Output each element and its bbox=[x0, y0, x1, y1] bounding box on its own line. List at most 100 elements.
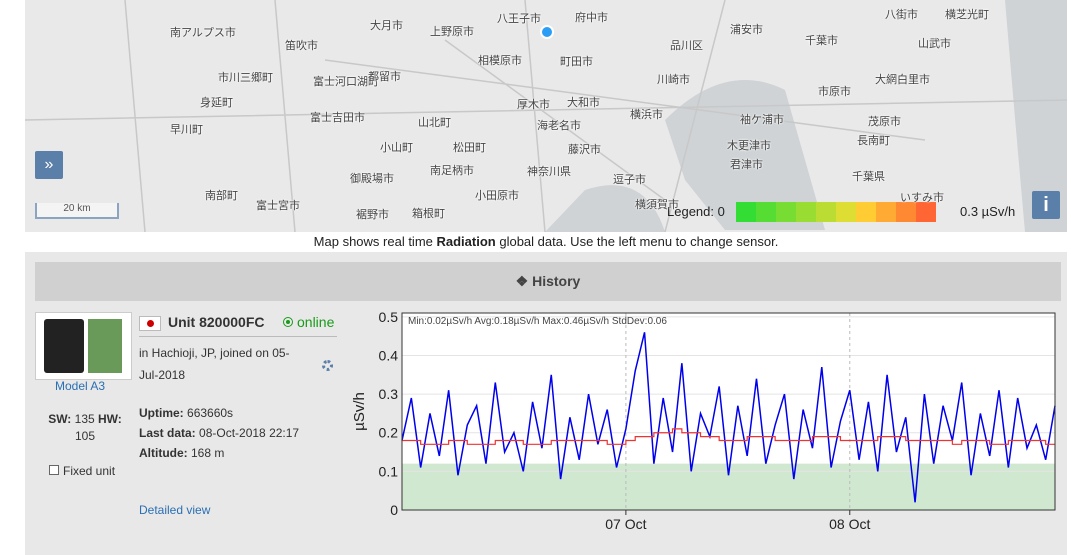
legend-swatch bbox=[816, 202, 836, 222]
map-label: 笛吹市 bbox=[285, 40, 318, 52]
map-label: 町田市 bbox=[560, 56, 593, 68]
series-line bbox=[402, 428, 1055, 445]
map-label: 小田原市 bbox=[475, 190, 519, 202]
unit-name: Unit 820000FC bbox=[168, 314, 265, 330]
uptime: 663660s bbox=[187, 406, 234, 420]
map-label: 厚木市 bbox=[517, 99, 550, 111]
history-header[interactable]: ❖ History bbox=[35, 262, 1061, 301]
map: » 20 km Legend: 0 0.3 µSv/h i 南アルプス市 大月市上… bbox=[25, 0, 1067, 232]
map-label: 富士河口湖町 bbox=[313, 76, 379, 88]
expand-button[interactable]: » bbox=[35, 151, 63, 179]
legend-scale bbox=[736, 202, 936, 222]
last-data: 08-Oct-2018 22:17 bbox=[199, 426, 300, 440]
map-background bbox=[25, 0, 1067, 232]
model-link[interactable]: Model A3 bbox=[55, 379, 106, 393]
device-photo bbox=[35, 312, 132, 380]
caption-text: Map shows real time bbox=[313, 234, 437, 249]
map-label: 身延町 bbox=[200, 97, 233, 109]
map-label: 君津市 bbox=[730, 159, 763, 171]
hw-value: 105 bbox=[74, 429, 96, 443]
status: online bbox=[283, 314, 334, 330]
map-label: 大和市 bbox=[567, 97, 600, 109]
map-label: 山北町 bbox=[418, 117, 451, 129]
map-label: 神奈川県 bbox=[527, 166, 571, 178]
map-label: 逗子市 bbox=[613, 174, 646, 186]
map-label: 府中市 bbox=[575, 12, 608, 24]
map-label: 都留市 bbox=[368, 71, 401, 83]
caption-text: global data. Use the left menu to change… bbox=[495, 234, 779, 249]
map-label: 山武市 bbox=[918, 38, 951, 50]
map-label: 南アルプス市 bbox=[170, 27, 236, 39]
legend-swatch bbox=[916, 202, 936, 222]
map-label: 浦安市 bbox=[730, 24, 763, 36]
sw-value: 135 bbox=[74, 412, 95, 426]
series-line bbox=[401, 332, 1056, 503]
status-text: online bbox=[297, 314, 335, 330]
map-label: 上野原市 bbox=[430, 26, 474, 38]
x-tick-label: 07 Oct bbox=[605, 516, 646, 532]
map-label: 小山町 bbox=[380, 142, 413, 154]
legend-swatch bbox=[736, 202, 756, 222]
map-label: 大網白里市 bbox=[875, 74, 930, 86]
legend-label: Legend: 0 bbox=[667, 204, 725, 219]
scale-bar: 20 km bbox=[35, 203, 119, 219]
map-label: 横浜市 bbox=[630, 109, 663, 121]
map-label: 八王子市 bbox=[497, 13, 541, 25]
map-label: 木更津市 bbox=[727, 140, 771, 152]
fixed-unit[interactable]: Fixed unit bbox=[49, 464, 115, 478]
map-label: 富士吉田市 bbox=[310, 112, 365, 124]
detailed-link[interactable]: Detailed view bbox=[139, 503, 211, 517]
map-label: 大月市 bbox=[370, 20, 403, 32]
altitude: 168 m bbox=[191, 446, 225, 460]
legend-swatch bbox=[856, 202, 876, 222]
sw-label: SW: bbox=[48, 412, 72, 426]
map-label: 千葉市 bbox=[805, 35, 838, 47]
y-tick-label: 0.4 bbox=[379, 347, 399, 363]
map-label: 横芝光町 bbox=[945, 9, 989, 21]
legend-swatch bbox=[756, 202, 776, 222]
map-label: 横須賀市 bbox=[635, 199, 679, 211]
map-label: 南部町 bbox=[205, 190, 238, 202]
map-label: 藤沢市 bbox=[568, 144, 601, 156]
legend-max: 0.3 µSv/h bbox=[960, 204, 1016, 219]
map-label: 早川町 bbox=[170, 124, 203, 136]
y-tick-label: 0.3 bbox=[379, 386, 399, 402]
map-label: 八街市 bbox=[885, 9, 918, 21]
settings-icon[interactable] bbox=[322, 360, 333, 371]
versions: SW: 135 HW: 105 bbox=[43, 411, 127, 445]
legend-swatch bbox=[776, 202, 796, 222]
y-axis-label: µSv/h bbox=[351, 392, 368, 431]
legend-swatch bbox=[836, 202, 856, 222]
fixed-label: Fixed unit bbox=[63, 464, 116, 478]
y-tick-label: 0 bbox=[390, 502, 398, 518]
stats-annotation: Min:0.02µSv/h Avg:0.18µSv/h Max:0.46µSv/… bbox=[408, 316, 667, 327]
legend-swatch bbox=[796, 202, 816, 222]
map-label: 市原市 bbox=[818, 86, 851, 98]
device-stats: Uptime: 663660s Last data: 08-Oct-2018 2… bbox=[139, 403, 299, 463]
map-label: 富士宮市 bbox=[256, 200, 300, 212]
location: in Hachioji, JP, joined on 05-Jul-2018 bbox=[139, 346, 290, 382]
y-tick-label: 0.1 bbox=[379, 463, 399, 479]
map-label: 海老名市 bbox=[537, 120, 581, 132]
map-label: 裾野市 bbox=[356, 209, 389, 221]
map-label: 相模原市 bbox=[478, 55, 522, 67]
map-label: 箱根町 bbox=[412, 208, 445, 220]
map-label: 市川三郷町 bbox=[218, 72, 273, 84]
map-label: 品川区 bbox=[670, 40, 703, 52]
map-label: 千葉県 bbox=[852, 171, 885, 183]
map-label: 袖ケ浦市 bbox=[740, 114, 784, 126]
hw-label: HW: bbox=[98, 412, 122, 426]
info-button[interactable]: i bbox=[1032, 191, 1060, 219]
map-label: 茂原市 bbox=[868, 116, 901, 128]
last-label: Last data: bbox=[139, 426, 196, 440]
altitude-label: Altitude: bbox=[139, 446, 188, 460]
map-label: 御殿場市 bbox=[350, 173, 394, 185]
flag bbox=[139, 316, 161, 331]
map-label: 川崎市 bbox=[657, 74, 690, 86]
plot-frame bbox=[401, 312, 1056, 511]
uptime-label: Uptime: bbox=[139, 406, 184, 420]
map-label: いすみ市 bbox=[900, 192, 944, 204]
map-label: 長南町 bbox=[857, 135, 890, 147]
